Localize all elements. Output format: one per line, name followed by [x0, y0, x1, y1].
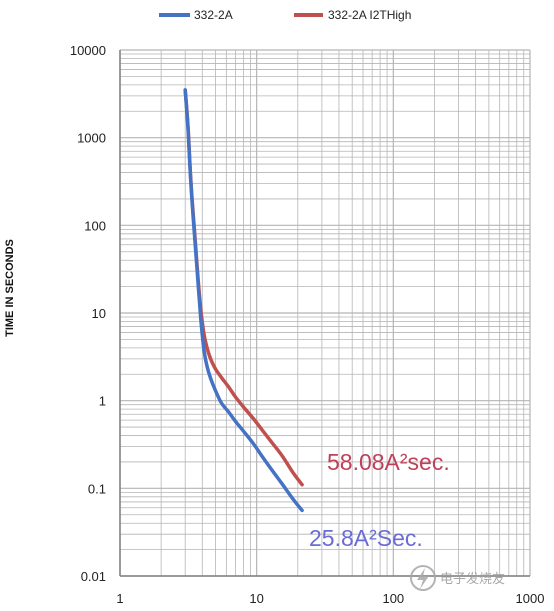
legend: 332-2A 332-2A I2THigh	[159, 8, 411, 22]
axes	[119, 50, 530, 577]
legend-label-series-1: 332-2A	[194, 8, 233, 22]
y-tick-label: 10000	[70, 43, 106, 58]
legend-label-series-2: 332-2A I2THigh	[328, 8, 411, 22]
y-tick-label: 100	[84, 218, 106, 233]
y-tick-label: 0.01	[81, 569, 106, 584]
x-tick-label: 1000	[516, 591, 545, 606]
watermark-logo-icon	[410, 565, 436, 591]
x-tick-label: 100	[382, 591, 404, 606]
y-tick-label: 1	[99, 394, 106, 409]
annotation-i2t: 25.8A²Sec.	[309, 525, 423, 551]
watermark-text: 电子发烧友	[440, 571, 505, 587]
grid	[119, 49, 531, 577]
watermark-bolt-icon	[417, 568, 429, 589]
series-line-1	[183, 88, 304, 513]
x-tick-label: 10	[249, 591, 263, 606]
tick-labels: 10000 1000 100 10 1 0.1 0.01 1 10 100 1000	[70, 43, 545, 606]
y-tick-label: 0.1	[88, 481, 106, 496]
y-tick-label: 10	[92, 306, 106, 321]
x-tick-label: 1	[116, 591, 123, 606]
y-tick-label: 1000	[77, 131, 106, 146]
watermark: 电子发烧友	[410, 565, 505, 591]
annotation-i2t-high: 58.08A²sec.	[327, 449, 450, 475]
y-axis-label: TIME IN SECONDS	[4, 239, 16, 337]
series-lines	[183, 88, 304, 513]
